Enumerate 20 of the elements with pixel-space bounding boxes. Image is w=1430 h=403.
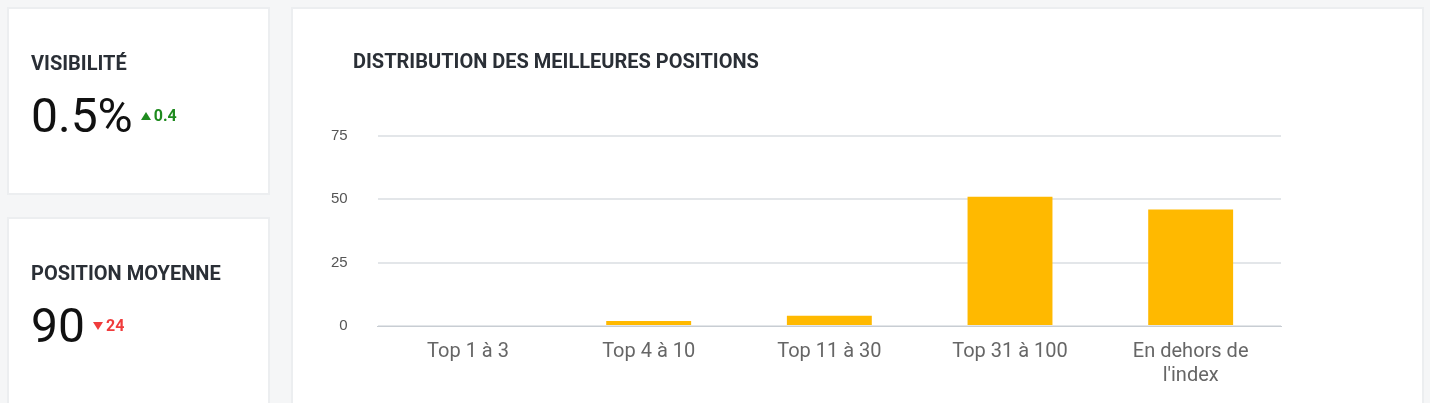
text: 90 xyxy=(31,297,85,354)
text: 0.4 xyxy=(153,106,177,125)
bar xyxy=(967,196,1053,325)
y-tick-label: 50 xyxy=(331,189,348,207)
text: VISIBILITÉ xyxy=(31,51,127,75)
y-tick-label: 75 xyxy=(331,126,348,144)
x-tick-label: En dehors de l'index xyxy=(1132,338,1249,386)
x-tick-label: Top 1 à 3 xyxy=(427,338,509,362)
y-tick-label: 0 xyxy=(339,316,348,334)
text: 24 xyxy=(105,316,125,335)
bar xyxy=(786,315,872,325)
x-tick-label: Top 31 à 100 xyxy=(952,338,1068,362)
text: POSITION MOYENNE xyxy=(31,261,221,285)
bar xyxy=(606,320,692,325)
y-tick-label: 25 xyxy=(331,252,348,270)
x-tick-label: Top 4 à 10 xyxy=(602,338,696,362)
text: 0.5% xyxy=(31,87,133,144)
x-tick-label: Top 11 à 30 xyxy=(777,338,882,362)
chart-title: DISTRIBUTION DES MEILLEURES POSITIONS xyxy=(353,49,759,73)
bar xyxy=(1148,209,1234,325)
